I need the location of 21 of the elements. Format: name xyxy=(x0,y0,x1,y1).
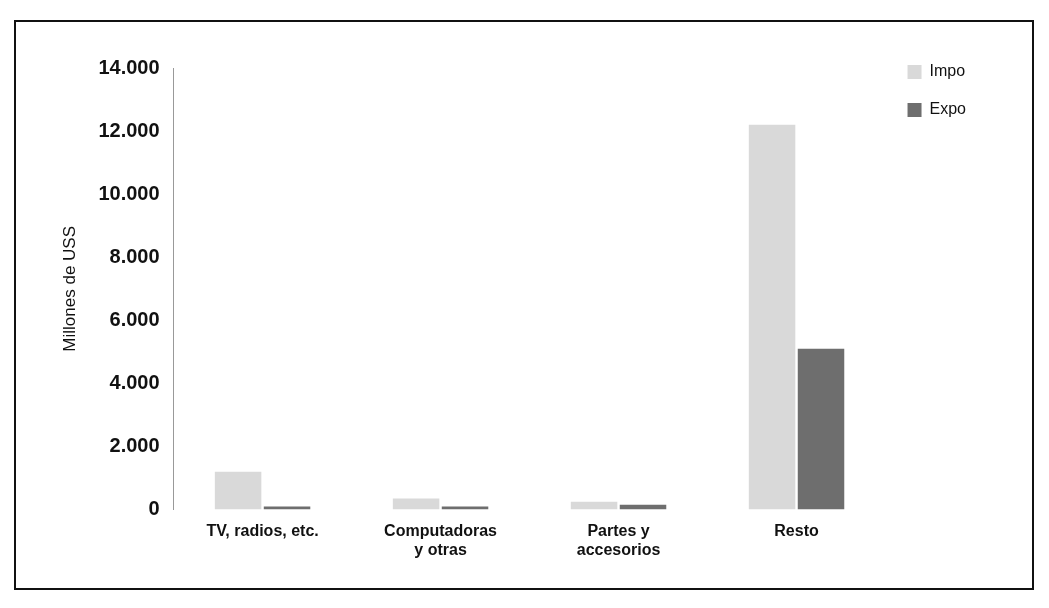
y-tick-label: 10.000 xyxy=(98,181,160,204)
y-tick-label: 0 xyxy=(148,497,160,520)
y-axis-title: Millones de USS xyxy=(59,225,79,352)
bar xyxy=(748,124,796,510)
x-tick-label: Partes y accesorios xyxy=(576,521,661,558)
bar xyxy=(797,348,845,510)
legend-label: Expo xyxy=(929,100,967,118)
x-tick-label: Resto xyxy=(774,521,819,539)
y-tick-label: 6.000 xyxy=(109,307,160,330)
y-tick-label: 2.000 xyxy=(109,434,160,457)
bar xyxy=(263,506,311,510)
y-tick-label: 4.000 xyxy=(109,370,160,393)
x-tick-label: TV, radios, etc. xyxy=(206,521,319,539)
bar xyxy=(214,471,262,510)
x-tick-label: Computadoras y otras xyxy=(384,521,498,558)
legend-label: Impo xyxy=(929,62,966,80)
bar xyxy=(441,506,489,510)
y-tick-label: 14.000 xyxy=(98,55,160,78)
y-tick-label: 8.000 xyxy=(109,244,160,267)
y-tick-label: 12.000 xyxy=(98,118,160,141)
bar xyxy=(392,498,440,510)
